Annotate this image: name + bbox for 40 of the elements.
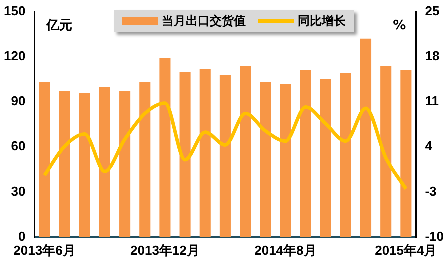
y-tick-label: 30 [11,184,26,199]
y2-tick-label: 4 [425,138,434,154]
y-tick-label: 60 [11,138,26,154]
bar [360,38,372,238]
bar [79,93,90,238]
bar [140,82,151,238]
bar [200,68,211,238]
y2-tick-label: 25 [425,3,440,18]
bar [180,72,191,238]
bar [99,87,110,238]
y-tick-label: 90 [11,94,26,109]
bar [59,92,70,238]
bar [300,70,312,238]
y2-tick-label: -3 [425,184,437,199]
y-tick-label: 0 [18,228,26,244]
bar [120,92,131,238]
x-tick-label: 2013年12月 [130,242,200,258]
y-tick-label: 120 [4,48,26,64]
legend-label: 当月出口交货值 [162,12,246,30]
bar [240,66,252,238]
annotation: % [393,18,406,34]
bar [340,73,352,238]
y2-tick-label: 11 [425,94,439,109]
bar [280,84,292,238]
x-tick-label: 2015年4月 [375,242,438,258]
x-tick-label: 2014年8月 [254,242,317,258]
bar [260,82,272,238]
y2-tick-label: -10 [425,228,444,244]
line-series [42,102,408,191]
legend-label: 同比增长 [298,12,346,30]
y2-tick-label: 18 [425,48,440,64]
x-tick-label: 2013年6月 [14,242,76,258]
bar [220,74,231,238]
bar [380,66,392,238]
bar [320,79,332,238]
bar [39,82,50,238]
bar [160,58,171,238]
bar [400,70,412,238]
y-tick-label: 150 [4,3,26,18]
annotation: 亿元 [46,18,73,34]
